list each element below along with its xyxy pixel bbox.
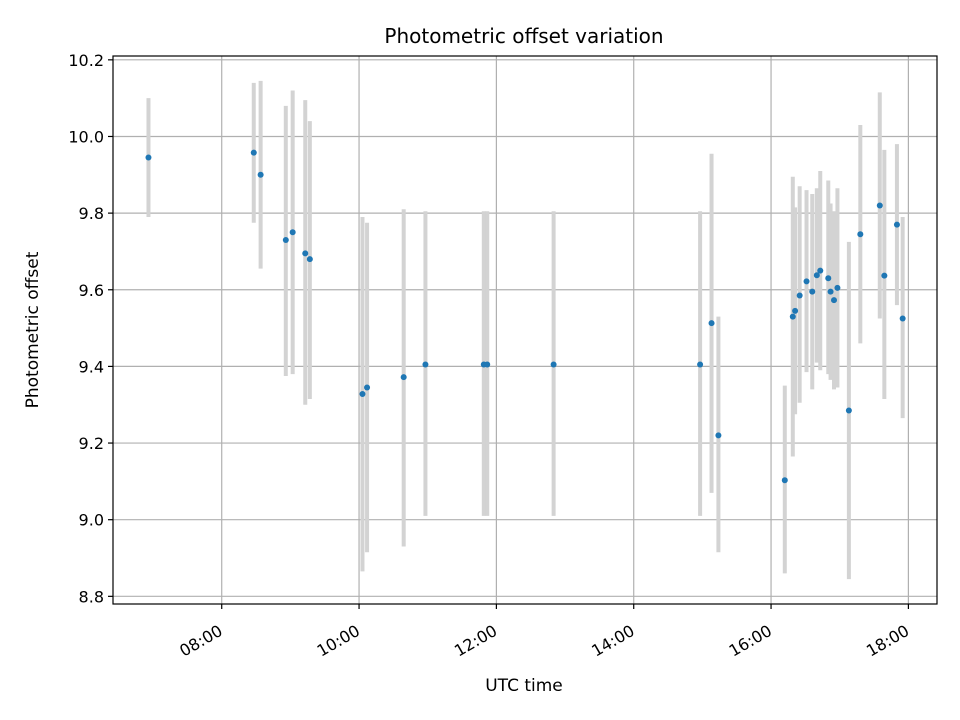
data-point (827, 288, 834, 295)
y-tick-label: 9.0 (79, 511, 104, 530)
data-point (817, 267, 824, 274)
data-point (422, 361, 429, 368)
data-point (893, 221, 900, 228)
x-axis-label: UTC time (485, 676, 563, 696)
data-point (282, 236, 289, 243)
data-point (708, 320, 715, 327)
data-point (796, 292, 803, 299)
data-point (250, 149, 257, 156)
data-point (825, 275, 832, 282)
y-tick-label: 8.8 (79, 587, 104, 606)
data-point (550, 361, 557, 368)
data-point (876, 202, 883, 209)
data-point (289, 229, 296, 236)
data-point (881, 272, 888, 279)
data-point (257, 171, 264, 178)
y-axis-label: Photometric offset (23, 251, 43, 408)
y-axis-ticks: 8.8 9.0 9.2 9.4 9.6 9.8 10.0 10.2 (68, 51, 113, 606)
y-tick-label: 9.8 (79, 204, 104, 223)
data-point (857, 231, 864, 238)
data-point (781, 477, 788, 484)
data-point (845, 407, 852, 414)
y-tick-label: 10.0 (68, 127, 104, 146)
data-point (809, 288, 816, 295)
data-point (803, 278, 810, 285)
data-point (400, 374, 407, 381)
data-point (831, 297, 837, 304)
data-point (359, 390, 366, 397)
data-point (484, 361, 491, 368)
data-point (145, 154, 152, 161)
chart-title: Photometric offset variation (384, 24, 663, 48)
data-point (789, 313, 796, 320)
data-points (145, 149, 906, 484)
y-tick-label: 9.6 (79, 281, 104, 300)
data-point (715, 432, 722, 439)
y-tick-label: 9.4 (79, 357, 104, 376)
data-point (302, 250, 309, 257)
data-point (813, 272, 820, 279)
data-point (697, 361, 704, 368)
data-point (306, 256, 313, 263)
data-point (364, 384, 371, 391)
data-point (792, 307, 799, 314)
data-point (899, 315, 906, 322)
plot-frame (112, 55, 938, 605)
data-point (834, 284, 841, 291)
y-tick-label: 10.2 (68, 51, 104, 70)
y-tick-label: 9.2 (79, 434, 104, 453)
